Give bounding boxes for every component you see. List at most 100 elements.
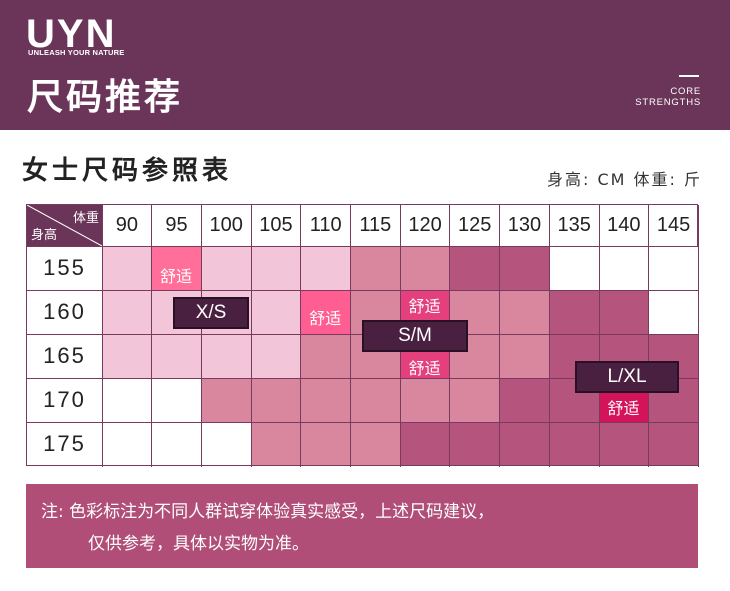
weight-header: 105 [259, 214, 293, 236]
table-corner-header: 体重 身高 [27, 205, 102, 246]
size-cell [599, 290, 649, 334]
size-cell [151, 334, 202, 378]
grid-line [548, 205, 550, 467]
size-cell [251, 246, 301, 290]
weight-header: 100 [209, 214, 243, 236]
size-cell [499, 334, 550, 378]
size-lxl-label: L/XL [575, 361, 679, 393]
grid-line [300, 205, 302, 467]
size-chart-title: 女士尺码参照表 [22, 156, 233, 186]
size-cell [251, 378, 301, 422]
core-line-1: CORE [670, 86, 701, 97]
grid-line [151, 205, 153, 467]
corner-weight-label: 体重 [72, 211, 99, 226]
size-cell [251, 422, 301, 466]
size-cell [300, 422, 351, 466]
size-cell [549, 422, 599, 466]
size-cell [549, 246, 599, 290]
height-header: 160 [43, 299, 86, 324]
size-cell [400, 378, 450, 422]
grid-line [250, 205, 252, 467]
height-header: 170 [43, 387, 86, 412]
weight-header: 130 [507, 214, 542, 236]
size-cell [251, 290, 301, 334]
core-divider [679, 75, 699, 77]
size-sm-label: S/M [362, 320, 468, 352]
core-strengths-label: CORE STRENGTHS [635, 86, 701, 108]
size-cell [102, 334, 152, 378]
size-cell [499, 246, 550, 290]
corner-diagonal-line [27, 205, 102, 246]
size-cell [449, 378, 500, 422]
height-header: 155 [43, 255, 86, 280]
weight-header: 115 [359, 214, 392, 236]
header-banner: UYN UNLEASH YOUR NATURE 尺码推荐 CORE STRENG… [0, 0, 730, 130]
grid-line [27, 465, 699, 466]
grid-line [697, 205, 699, 467]
size-cell [350, 422, 401, 466]
footnote-line-2: 仅供参考，具体以实物为准。 [88, 534, 309, 554]
size-cell [499, 378, 550, 422]
size-cell [201, 246, 252, 290]
size-cell [350, 246, 401, 290]
comfort-label: 舒适 [607, 399, 640, 418]
size-cell [648, 290, 699, 334]
grid-line [648, 205, 650, 467]
grid-line [27, 245, 699, 247]
size-cell [151, 422, 202, 466]
unit-note: 身高: CM 体重: 斤 [546, 170, 702, 189]
footnote-line-1: 注: 色彩标注为不同人群试穿体验真实感受，上述尺码建议， [41, 502, 495, 522]
brand-tagline: UNLEASH YOUR NATURE [28, 48, 125, 57]
weight-header: 140 [607, 214, 641, 236]
weight-header: 125 [458, 214, 492, 236]
size-cell [499, 290, 550, 334]
size-cell [300, 290, 351, 334]
page-title: 尺码推荐 [27, 77, 184, 118]
grid-line [27, 421, 699, 423]
grid-line [27, 289, 699, 291]
size-cell [449, 422, 500, 466]
size-cell [449, 246, 500, 290]
size-cell [251, 334, 301, 378]
size-cell [151, 246, 202, 290]
size-cell [102, 378, 152, 422]
size-cell [102, 246, 152, 290]
comfort-label: 舒适 [309, 309, 342, 328]
height-header: 165 [43, 343, 86, 368]
height-header: 175 [43, 431, 86, 456]
size-cell [549, 290, 599, 334]
weight-header: 90 [115, 214, 138, 236]
grid-line [350, 205, 351, 467]
brand-logo: UYN [26, 12, 117, 56]
comfort-label: 舒适 [408, 297, 441, 316]
size-cell [201, 378, 252, 422]
corner-height-label: 身高 [31, 228, 58, 243]
size-cell [400, 246, 450, 290]
grid-line [200, 205, 202, 467]
size-xs-label: X/S [173, 297, 249, 329]
weight-header: 110 [309, 214, 342, 236]
size-cell [201, 334, 252, 378]
size-chart-table: 体重 身高 90 95 100 105 110 115 120 125 130 135 140 145… [26, 204, 699, 467]
size-cell [599, 422, 649, 466]
size-cell [648, 246, 699, 290]
weight-header: 135 [557, 214, 591, 236]
size-cell [300, 246, 351, 290]
size-cell [102, 290, 152, 334]
size-cell [300, 378, 351, 422]
footnote-panel: 注: 色彩标注为不同人群试穿体验真实感受，上述尺码建议， 仅供参考，具体以实物为… [26, 484, 698, 568]
size-cell [400, 422, 450, 466]
size-cell [599, 246, 649, 290]
size-cell [102, 422, 152, 466]
size-cell [499, 422, 550, 466]
size-cell [648, 422, 699, 466]
grid-line [499, 205, 501, 467]
size-cell [350, 378, 401, 422]
weight-header: 145 [656, 214, 691, 236]
size-cell [201, 422, 252, 466]
comfort-label: 舒适 [408, 359, 441, 378]
size-cell [151, 378, 202, 422]
comfort-label: 舒适 [160, 267, 193, 286]
weight-header: 95 [165, 214, 188, 236]
core-line-2: STRENGTHS [635, 97, 701, 108]
